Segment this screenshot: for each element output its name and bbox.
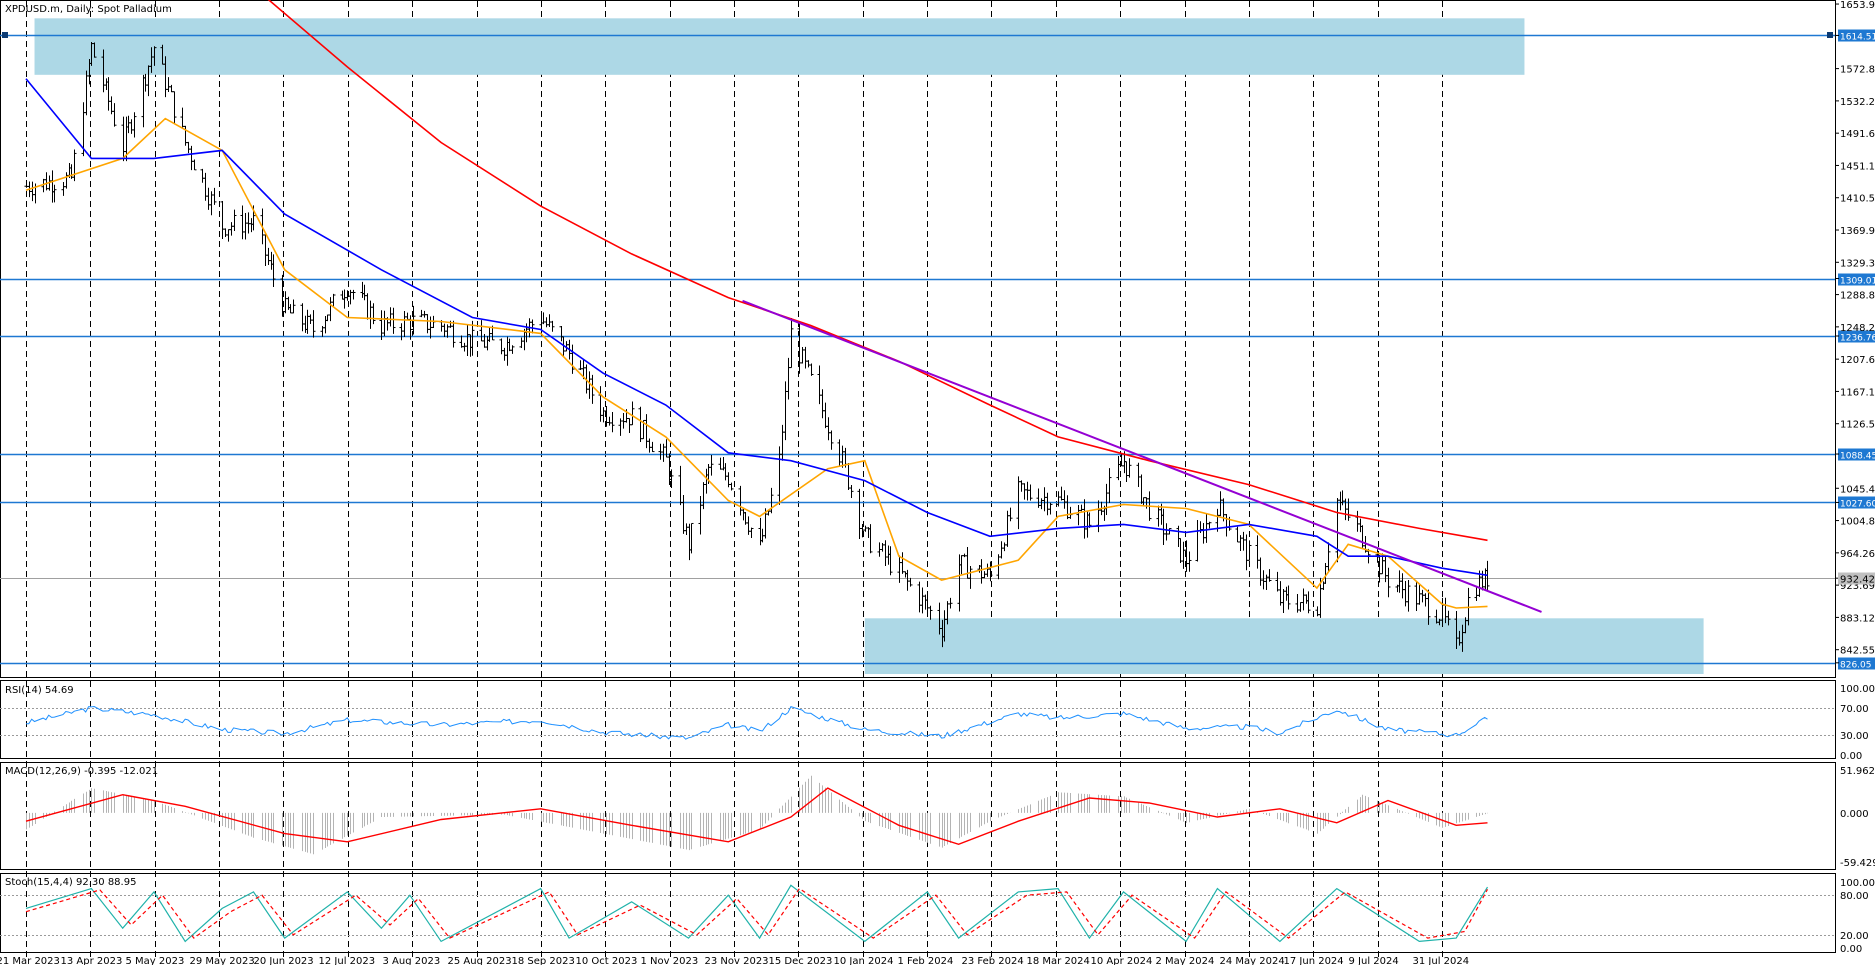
price-axis-label: 1410.53: [1840, 194, 1875, 205]
price-axis-label: 1369.96: [1840, 226, 1875, 237]
moving-average-line: [267, 0, 1488, 542]
rsi-axis-label: 0.00: [1840, 751, 1862, 762]
vertical-grid: [26, 1, 1443, 952]
level-anchor-marker: [1827, 32, 1833, 38]
level-price-tag: [1838, 273, 1875, 286]
stoch-layer: [0, 884, 1835, 943]
level-price-tag-text: 1027.60: [1840, 500, 1875, 510]
price-axis-label: 1653.95: [1840, 0, 1875, 11]
x-axis-label: 15 Dec 2023: [769, 956, 833, 965]
price-axis-label: 883.12: [1840, 613, 1875, 624]
x-axis-label: 10 Jan 2024: [834, 956, 894, 965]
macd-axis-label: 0.000: [1840, 809, 1869, 820]
rsi-axis-label: 100.00: [1840, 684, 1875, 695]
price-axis-label: 842.55: [1840, 646, 1875, 657]
macd-title: MACD(12,26,9) -0.395 -12.021: [5, 766, 158, 777]
x-axis-label: 1 Feb 2024: [898, 956, 954, 965]
level-price-tag: [1838, 657, 1875, 670]
price-axis-label: 1451.10: [1840, 161, 1875, 172]
stoch-pane-frame: [0, 873, 1836, 953]
x-axis-label: 2 May 2024: [1156, 956, 1215, 965]
x-axis-label: 23 Feb 2024: [962, 956, 1024, 965]
zones-layer: [34, 18, 1704, 674]
macd-axis-label: 51.962: [1840, 766, 1875, 777]
x-axis-label: 20 Jun 2023: [254, 956, 314, 965]
price-pane-frame: [0, 0, 1836, 678]
price-series-layer: [24, 42, 1490, 652]
rsi-axis-label: 30.00: [1840, 731, 1869, 742]
x-axis-label: 24 May 2024: [1220, 956, 1285, 965]
x-axis-label: 17 Jun 2024: [1284, 956, 1344, 965]
x-axis-label: 9 Jul 2024: [1349, 956, 1399, 965]
price-axis-label: 1572.81: [1840, 65, 1875, 76]
x-axis-label: 31 Jul 2024: [1413, 956, 1470, 965]
stoch-signal-line: [25, 887, 1489, 939]
x-axis-label: 1 Nov 2023: [641, 956, 699, 965]
x-axis-label: 25 Aug 2023: [448, 956, 512, 965]
levels-layer: [0, 32, 1835, 665]
x-axis-label: 5 May 2023: [126, 956, 185, 965]
price-axis-label: 1491.67: [1840, 129, 1875, 140]
price-axis-label: 1288.82: [1840, 291, 1875, 302]
level-price-tag-text: 826.05: [1840, 661, 1872, 671]
level-anchor-marker: [2, 32, 8, 38]
x-axis-label: 10 Apr 2024: [1091, 956, 1153, 965]
level-price-tag-text: 1236.76: [1840, 334, 1875, 344]
x-axis-label: 29 May 2023: [190, 956, 255, 965]
level-price-tag-text: 1088.45: [1840, 452, 1875, 462]
stoch-axis-label: 80.00: [1840, 891, 1869, 902]
macd-signal-line: [25, 787, 1488, 846]
stoch-axis-label: 100.00: [1840, 878, 1875, 889]
stoch-axis-label: 0.00: [1840, 944, 1862, 955]
price-axis-label: 1045.40: [1840, 484, 1875, 495]
macd-axis-label: -59.429: [1840, 858, 1875, 869]
price-zone: [34, 18, 1525, 75]
stoch-axis-label: 20.00: [1840, 931, 1869, 942]
chart-symbol-title: XPDUSD.m, Daily: Spot Palladium: [5, 4, 172, 15]
moving-average-line: [25, 78, 1488, 577]
macd-pane-frame: [0, 762, 1836, 870]
stoch-title: Stoch(15,4,4) 92.30 88.95: [5, 877, 136, 888]
price-axis-label: 1248.25: [1840, 323, 1875, 334]
rsi-pane-frame: [0, 680, 1836, 759]
current-price-tag-text: 932.42: [1840, 575, 1875, 586]
price-axis-label: 1167.11: [1840, 387, 1875, 398]
price-axis-label: 1004.83: [1840, 517, 1875, 528]
price-zone: [864, 618, 1704, 674]
x-axis-label: 12 Jul 2023: [319, 956, 376, 965]
price-axis-label: 1126.54: [1840, 420, 1875, 431]
moving-averages-layer: [25, 0, 1488, 609]
x-axis-label: 3 Aug 2023: [383, 956, 441, 965]
x-axis-label: 23 Nov 2023: [705, 956, 769, 965]
price-axis-label: 964.26: [1840, 549, 1875, 560]
x-axis-label: 10 Oct 2023: [576, 956, 638, 965]
rsi-line: [26, 705, 1488, 740]
current-price-tag: [1838, 572, 1875, 585]
price-axis-label: 923.69: [1840, 581, 1875, 592]
macd-layer: [25, 775, 1488, 855]
level-price-tag: [1838, 448, 1875, 461]
level-price-tag-text: 1614.51: [1840, 33, 1875, 43]
moving-average-line: [25, 117, 1488, 609]
trendline-layer: [742, 299, 1542, 613]
level-price-tag: [1838, 330, 1875, 343]
rsi-layer: [0, 705, 1835, 740]
stoch-main-line: [25, 884, 1489, 943]
rsi-axis-label: 70.00: [1840, 704, 1869, 715]
price-axis-label: 1532.24: [1840, 97, 1875, 108]
price-axis-label: 1329.39: [1840, 258, 1875, 269]
x-axis-label: 13 Apr 2023: [61, 956, 123, 965]
rsi-title: RSI(14) 54.69: [5, 685, 74, 696]
x-axis-label: 21 Mar 2023: [0, 956, 60, 965]
x-axis-label: 18 Mar 2024: [1027, 956, 1090, 965]
level-price-tag: [1838, 29, 1875, 42]
price-axis-label: 1207.68: [1840, 355, 1875, 366]
trendline: [742, 299, 1542, 613]
level-price-tag-text: 1309.01: [1840, 277, 1875, 287]
level-price-tag: [1838, 496, 1875, 509]
x-axis-label: 18 Sep 2023: [512, 956, 575, 965]
